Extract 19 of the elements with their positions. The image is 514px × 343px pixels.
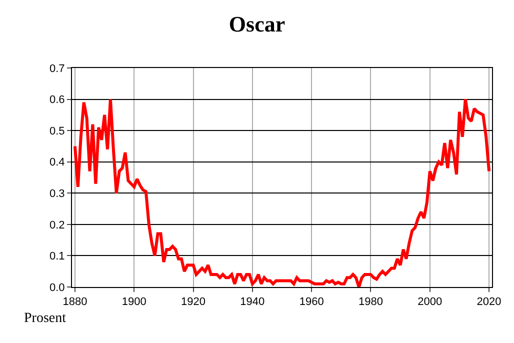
- y-tick-label: 0.2: [50, 219, 65, 232]
- y-tick-label: 0.5: [50, 125, 65, 138]
- y-tick-label: 0.1: [50, 250, 65, 263]
- chart-title: Oscar: [228, 12, 286, 37]
- x-tick-label: 1880: [62, 296, 88, 308]
- x-tick-label: 2000: [418, 296, 442, 308]
- x-tick-label: 1900: [122, 296, 146, 308]
- y-tick-label: 0.7: [50, 62, 65, 75]
- y-axis-title: Prosent: [24, 311, 66, 326]
- x-tick-label: 1980: [358, 296, 383, 308]
- x-tick-label: 2020: [476, 296, 502, 308]
- y-tick-label: 0.6: [50, 94, 65, 106]
- y-tick-label: 0.0: [50, 282, 65, 294]
- y-tick-label: 0.3: [50, 188, 65, 200]
- x-tick-label: 1960: [299, 296, 324, 308]
- line-series: [73, 98, 491, 287]
- y-tick-label: 0.4: [50, 156, 65, 169]
- x-tick-label: 1920: [181, 296, 206, 308]
- x-tick-label: 1940: [240, 296, 265, 308]
